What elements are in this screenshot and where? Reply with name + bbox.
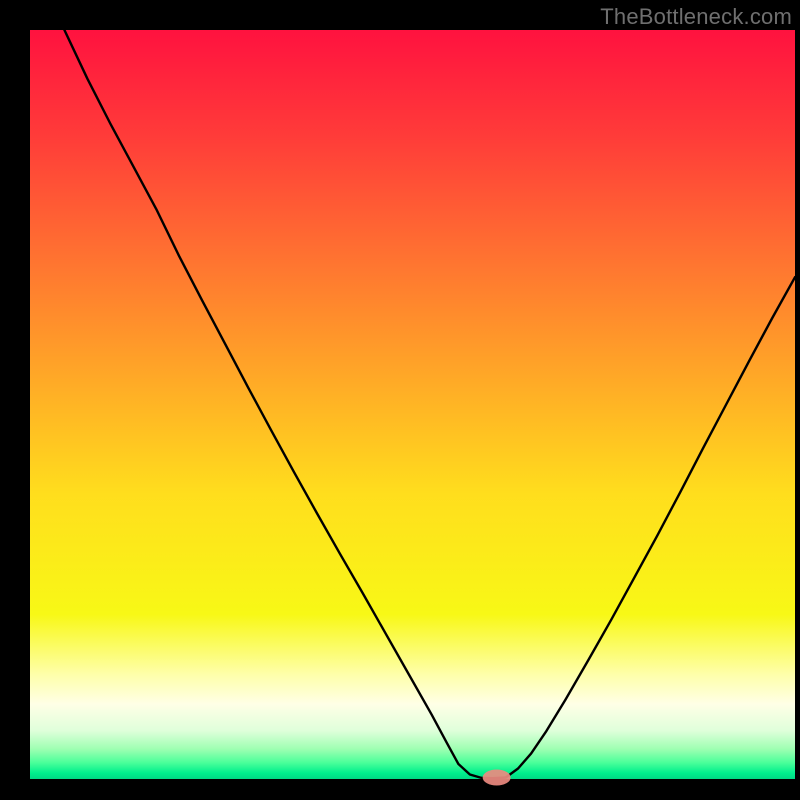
chart-container: TheBottleneck.com: [0, 0, 800, 800]
bottleneck-curve-chart: [0, 0, 800, 800]
watermark-text: TheBottleneck.com: [600, 4, 792, 30]
plot-background: [30, 30, 795, 779]
optimal-point-marker: [483, 770, 511, 786]
